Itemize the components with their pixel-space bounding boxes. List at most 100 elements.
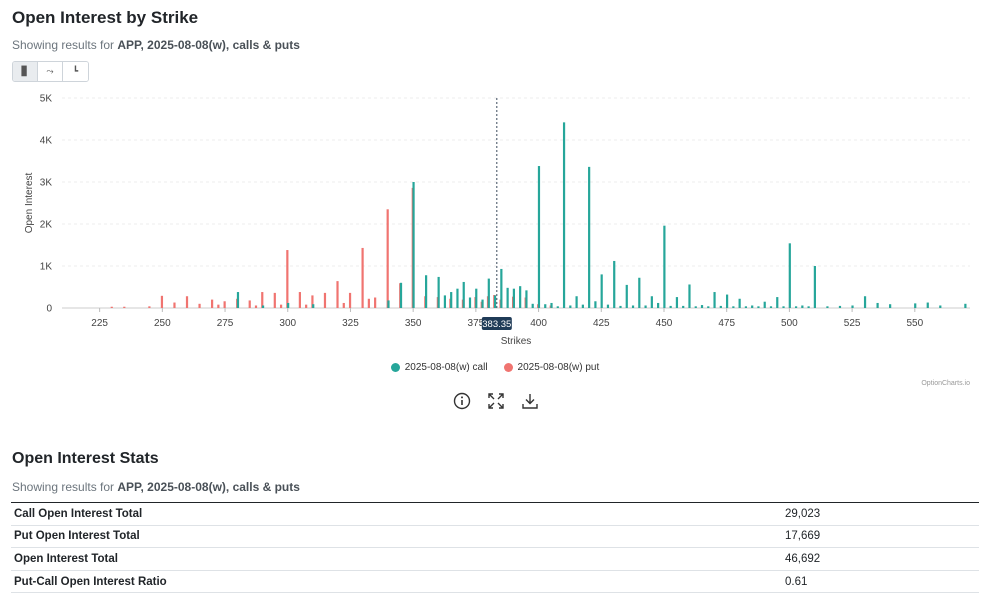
call-bar (462, 281, 465, 308)
call-bar (606, 304, 610, 308)
call-bar (506, 287, 509, 308)
put-bar (110, 306, 113, 308)
legend-label-put: 2025-08-08(w) put (517, 362, 600, 373)
call-bar (644, 305, 647, 308)
call-bar (512, 288, 515, 308)
call-bar (236, 292, 240, 308)
call-bar (261, 305, 265, 308)
stats-subtitle-query: APP, 2025-08-08(w), calls & puts (117, 480, 300, 494)
call-bar (707, 306, 710, 308)
table-row: Put Open Interest Total 17,669 (11, 525, 979, 549)
x-tick-label: 275 (217, 318, 234, 329)
stat-value: 29,023 (779, 502, 979, 526)
line-chart-button[interactable]: ⤳ (38, 62, 63, 81)
subtitle-query: APP, 2025-08-08(w), calls & puts (117, 38, 300, 52)
x-axis-label: Strikes (501, 336, 532, 347)
call-bar (700, 305, 704, 308)
call-bar (914, 303, 917, 308)
call-bar (387, 300, 390, 308)
x-tick-label: 250 (154, 318, 171, 329)
call-bar (826, 306, 829, 308)
call-bar (481, 299, 484, 308)
x-tick-label: 425 (593, 318, 610, 329)
legend-item-put[interactable]: 2025-08-08(w) put (503, 362, 600, 373)
legend-item-call[interactable]: 2025-08-08(w) call (390, 362, 488, 373)
grid (62, 97, 970, 309)
y-tick-label: 0 (46, 304, 52, 315)
info-button[interactable] (452, 391, 472, 411)
call-bar (425, 275, 428, 308)
call-bar (782, 306, 785, 308)
stat-label: Call Open Interest Total (11, 502, 779, 526)
stat-label: Put Open Interest Total (11, 525, 779, 549)
call-bar (625, 284, 628, 308)
call-bar (732, 306, 735, 308)
put-bar (198, 303, 201, 308)
call-bar (863, 296, 867, 308)
call-bar (757, 306, 760, 308)
call-bar (807, 306, 810, 308)
fullscreen-button[interactable] (486, 391, 506, 411)
call-bar (725, 294, 729, 308)
subtitle-prefix: Showing results for (12, 38, 118, 52)
call-bar (562, 122, 566, 308)
call-bar (468, 297, 472, 308)
bar-chart-button[interactable]: ▊ (13, 62, 38, 81)
call-bar (964, 303, 967, 308)
info-icon (453, 392, 471, 410)
call-bar (556, 306, 559, 308)
put-bar (336, 281, 339, 308)
line-chart-icon: ⤳ (46, 66, 54, 76)
page-title: Open Interest by Strike (12, 8, 199, 27)
call-bar (525, 290, 528, 308)
call-bar (663, 225, 666, 308)
call-bar (537, 166, 541, 308)
area-chart-icon: ┗ (72, 66, 79, 76)
put-bar (298, 292, 301, 308)
call-bar (493, 295, 497, 308)
call-bar (926, 302, 929, 308)
area-chart-button[interactable]: ┗ (63, 62, 88, 81)
open-interest-chart[interactable]: 0 1K 2K 3K 4K 5K 225 250 275 300 325 350 375 400 425 45… (0, 88, 990, 353)
put-bar (185, 296, 189, 308)
spot-price-badge (481, 317, 512, 330)
stat-value: 46,692 (779, 547, 979, 571)
call-bar (939, 305, 942, 308)
put-bar (123, 306, 126, 308)
call-bar (794, 306, 798, 308)
call-bar (769, 306, 773, 308)
put-bar (217, 304, 220, 308)
put-bar (279, 304, 283, 308)
call-bar (838, 305, 842, 308)
y-tick-label: 5K (40, 94, 53, 105)
x-tick-label: 350 (405, 318, 422, 329)
put-bar (273, 292, 276, 308)
put-bar (173, 302, 176, 308)
call-bar (569, 305, 572, 308)
call-bar (631, 305, 635, 308)
call-bar (675, 297, 679, 308)
call-bar (682, 305, 685, 308)
call-bar (638, 277, 641, 308)
x-tick-label: 475 (718, 318, 735, 329)
call-bar (688, 284, 691, 308)
table-row: Call Open Interest Total 29,023 (11, 502, 979, 526)
put-bar (261, 292, 264, 308)
call-bar (456, 288, 459, 308)
x-tick-label: 525 (844, 318, 861, 329)
stats-subtitle: Showing results for APP, 2025-08-08(w), … (12, 480, 300, 494)
put-bar (286, 250, 289, 308)
call-bar (763, 301, 766, 308)
chart-legend: 2025-08-08(w) call 2025-08-08(w) put (0, 362, 990, 373)
download-button[interactable] (520, 391, 540, 411)
stat-value: 17,669 (779, 525, 979, 549)
call-bar (443, 295, 447, 308)
download-icon (522, 394, 538, 409)
call-bar (531, 303, 534, 308)
put-bar (210, 299, 214, 308)
call-bar (550, 302, 553, 308)
put-bar (148, 306, 151, 308)
call-bar (581, 304, 584, 308)
call-bar (600, 274, 603, 308)
x-tick-label: 375 (468, 318, 485, 329)
